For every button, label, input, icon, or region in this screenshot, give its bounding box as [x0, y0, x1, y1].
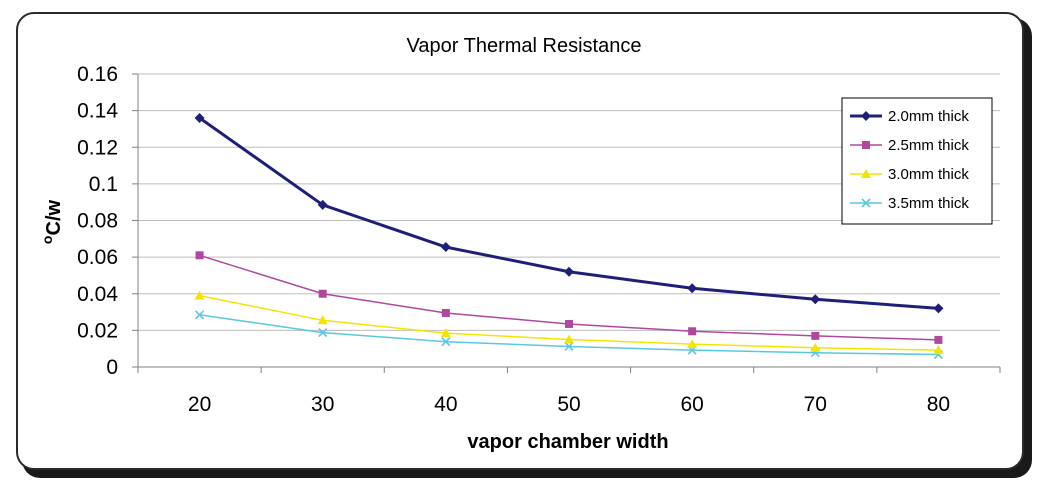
- x-tick-label: 50: [557, 393, 580, 416]
- y-tick-label: 0.04: [77, 283, 118, 306]
- legend: 2.0mm thick 2.5mm thick 3.0mm thick 3.5mm t…: [841, 97, 993, 225]
- data-point: [564, 334, 574, 344]
- data-point: [564, 266, 574, 277]
- legend-swatch-marker: [861, 111, 871, 121]
- y-tick-label: 0.16: [77, 63, 118, 86]
- legend-label: 3.0mm thick: [888, 166, 969, 183]
- series-layer: [194, 112, 944, 360]
- data-point: [688, 327, 697, 336]
- data-point: [317, 315, 328, 325]
- data-point: [934, 335, 943, 344]
- y-tick-label: 0.08: [77, 210, 118, 233]
- data-point: [687, 339, 698, 349]
- data-point: [194, 290, 205, 300]
- series-2: [194, 290, 944, 355]
- tick-labels: 0 0.02 0.04 0.06 0.08 0.1 0.12 0.14 0.16 20 30 40 50…: [77, 63, 950, 416]
- legend-label: 2.0mm thick: [888, 108, 969, 125]
- data-point: [195, 310, 205, 320]
- data-point: [564, 341, 574, 352]
- x-axis-title: vapor chamber width: [467, 431, 668, 453]
- series-line: [198, 116, 939, 310]
- series-0: [194, 112, 944, 314]
- legend-swatch-marker: [862, 141, 870, 149]
- y-axis-title: oC/w: [39, 200, 65, 245]
- data-point: [441, 308, 450, 317]
- legend-label: 3.5mm thick: [888, 195, 969, 212]
- y-tick-label: 0: [106, 356, 118, 379]
- axes: [132, 73, 1001, 373]
- data-point: [317, 199, 328, 210]
- legend-swatch-marker: [861, 169, 871, 178]
- legend-swatch-marker: [861, 198, 871, 208]
- legend-item: 2.5mm thick: [850, 137, 969, 154]
- data-point: [810, 342, 821, 352]
- x-tick-label: 40: [434, 393, 457, 416]
- y-tick-label: 0.02: [77, 319, 118, 342]
- legend-item: 3.5mm thick: [850, 195, 969, 212]
- data-point: [933, 303, 944, 314]
- svg-text:oC/w: oC/w: [39, 200, 65, 245]
- x-tick-label: 30: [311, 393, 334, 416]
- data-point: [441, 337, 451, 347]
- y-tick-label: 0.06: [77, 246, 118, 269]
- data-point: [565, 319, 573, 328]
- data-point: [195, 251, 204, 260]
- x-tick-label: 80: [927, 393, 950, 416]
- data-point: [318, 289, 327, 298]
- data-point: [318, 328, 328, 338]
- legend-item: 2.0mm thick: [850, 108, 969, 125]
- data-point: [811, 331, 820, 340]
- legend-label: 2.5mm thick: [888, 137, 969, 154]
- x-tick-label: 20: [188, 393, 211, 416]
- data-point: [687, 283, 698, 294]
- x-tick-label: 60: [680, 393, 703, 416]
- x-tick-label: 70: [804, 393, 827, 416]
- y-tick-label: 0.12: [77, 136, 118, 159]
- data-point: [440, 328, 451, 338]
- data-point: [933, 345, 944, 355]
- series-3: [195, 310, 943, 360]
- legend-item: 3.0mm thick: [850, 166, 969, 183]
- series-1: [195, 251, 943, 344]
- data-point: [440, 242, 451, 253]
- y-tick-label: 0.14: [77, 100, 118, 123]
- chart-title: Vapor Thermal Resistance: [407, 35, 642, 57]
- chart-frame: [16, 12, 1024, 470]
- data-point: [194, 112, 205, 123]
- data-point: [810, 294, 821, 305]
- y-axis-title-unit: C/w: [43, 200, 65, 236]
- y-tick-label: 0.1: [89, 173, 118, 196]
- y-axis-title-degree: o: [39, 236, 55, 245]
